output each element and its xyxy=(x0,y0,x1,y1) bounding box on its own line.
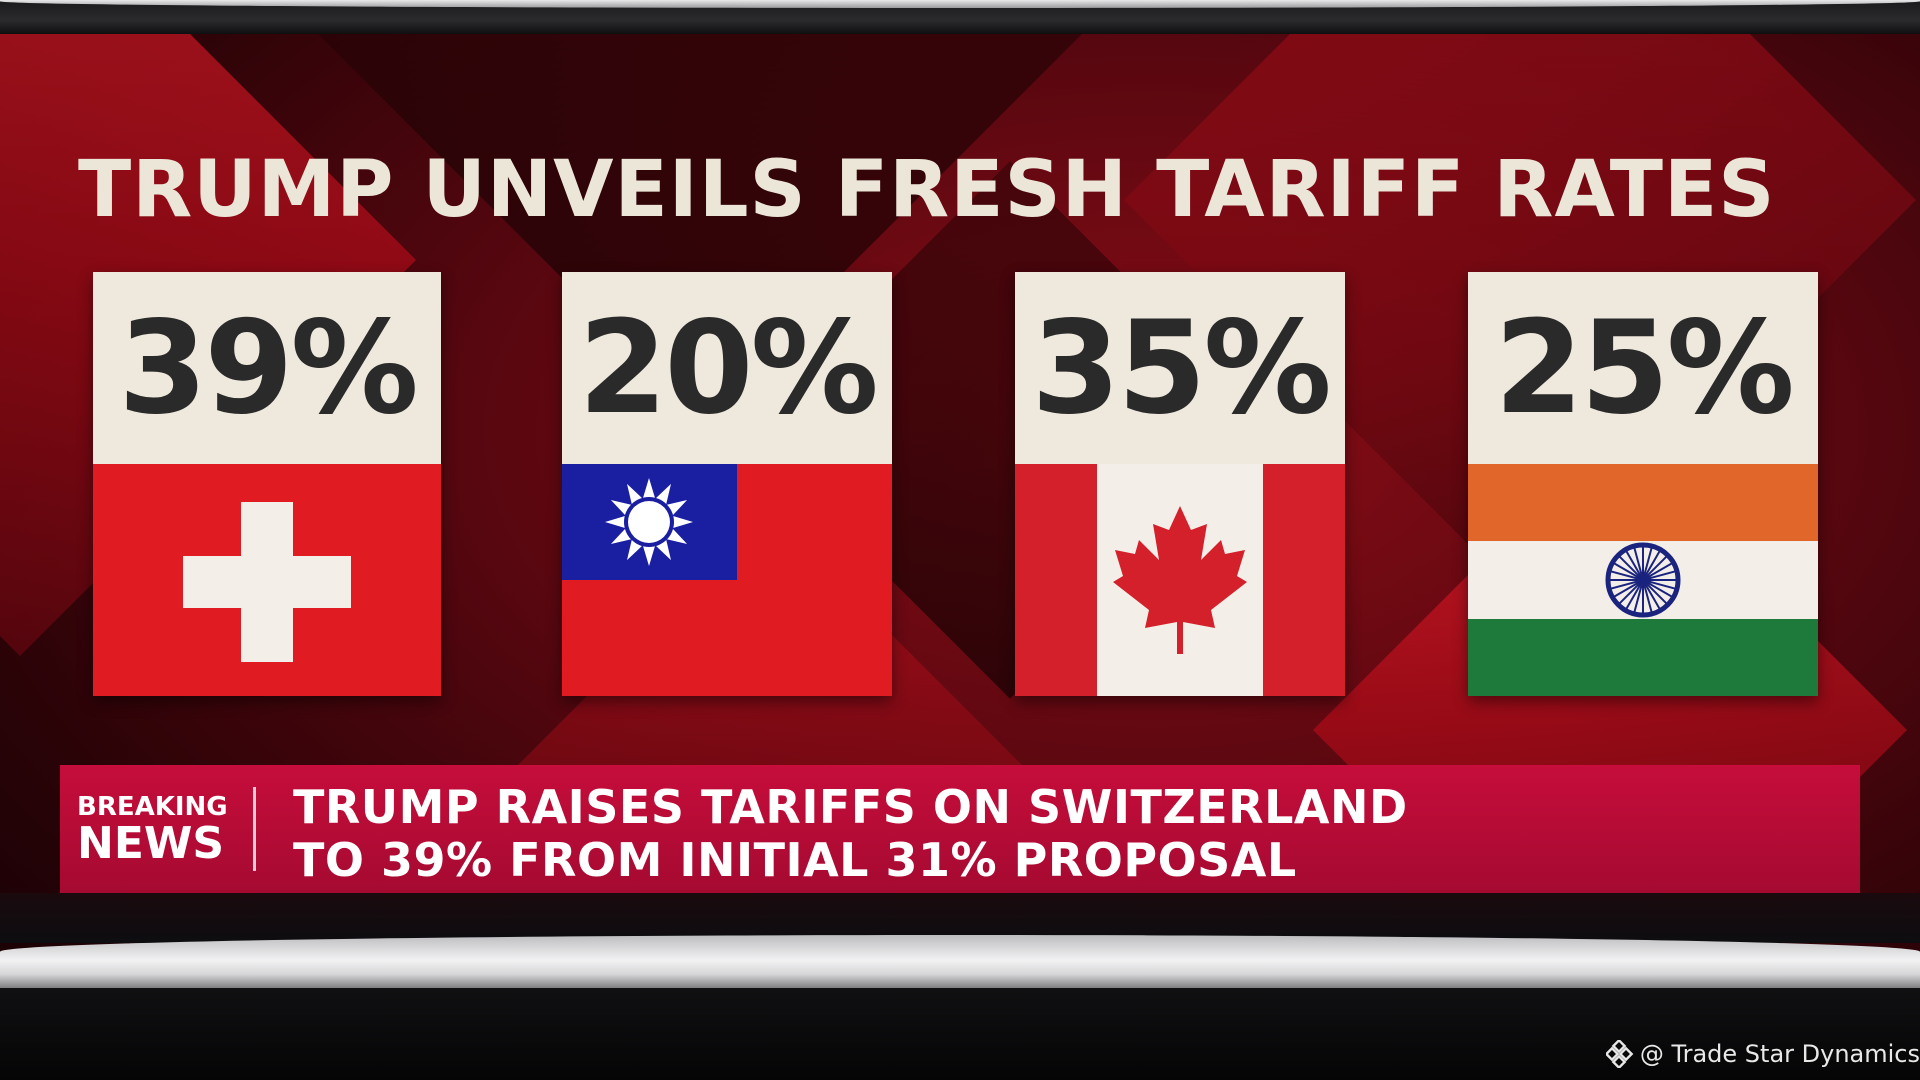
tariff-rate: 25% xyxy=(1494,293,1794,443)
tariff-rate: 35% xyxy=(1031,293,1331,443)
watermark: @ Trade Star Dynamics xyxy=(1605,1037,1920,1071)
screen-bottom-bezel xyxy=(0,935,1920,991)
breaking-news-bar: BREAKING NEWS TRUMP RAISES TARIFFS ON SW… xyxy=(60,765,1860,893)
rate-box: 25% xyxy=(1468,272,1818,464)
rate-box: 35% xyxy=(1015,272,1345,464)
studio-floor xyxy=(0,988,1920,1080)
breaking-news-label: BREAKING NEWS xyxy=(77,793,247,867)
tariff-rate: 39% xyxy=(118,293,418,443)
tariff-card-switzerland: 39% xyxy=(93,272,441,696)
taiwan-flag xyxy=(562,464,892,696)
tariff-rate: 20% xyxy=(578,293,878,443)
screen-lower-band xyxy=(0,893,1920,943)
tariff-card-taiwan: 20% xyxy=(562,272,892,696)
story-line-2: TO 39% FROM INITIAL 31% PROPOSAL xyxy=(293,833,1297,887)
rate-box: 39% xyxy=(93,272,441,464)
logo-icon xyxy=(1605,1040,1634,1068)
india-flag xyxy=(1468,464,1818,696)
news-label: NEWS xyxy=(77,818,225,869)
rate-box: 20% xyxy=(562,272,892,464)
breaking-label: BREAKING xyxy=(77,792,228,822)
tariff-card-india: 25% xyxy=(1468,272,1818,696)
watermark-text: @ Trade Star Dynamics xyxy=(1639,1040,1920,1068)
canada-flag xyxy=(1015,464,1345,696)
switzerland-flag xyxy=(93,464,441,696)
ticker-divider xyxy=(253,787,256,871)
story-line-1: TRUMP RAISES TARIFFS ON SWITZERLAND xyxy=(293,780,1408,834)
screen-top-highlight xyxy=(0,0,1920,8)
headline: TRUMP UNVEILS FRESH TARIFF RATES xyxy=(78,145,1776,235)
ticker-story: TRUMP RAISES TARIFFS ON SWITZERLAND TO 3… xyxy=(293,781,1833,887)
tariff-card-canada: 35% xyxy=(1015,272,1345,696)
